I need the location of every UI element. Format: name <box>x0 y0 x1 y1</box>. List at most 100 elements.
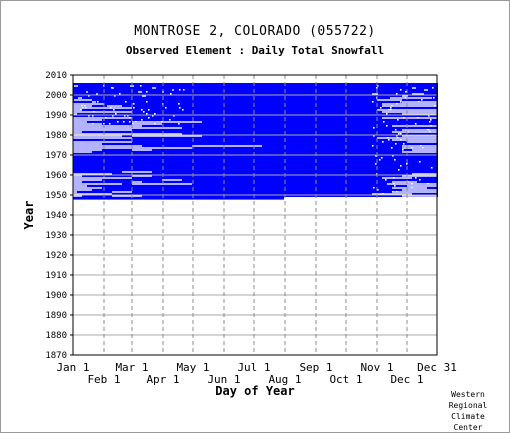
missing-segment <box>372 93 378 95</box>
missing-day <box>392 191 394 193</box>
missing-day <box>379 159 381 161</box>
missing-day <box>422 147 424 149</box>
missing-day <box>372 145 374 147</box>
missing-segment <box>73 117 132 119</box>
missing-day <box>398 133 400 135</box>
missing-day <box>135 121 137 123</box>
missing-day <box>406 163 408 165</box>
missing-segment <box>73 133 182 135</box>
missing-day <box>375 163 377 165</box>
missing-day <box>428 129 430 131</box>
missing-day <box>112 115 114 117</box>
missing-segment <box>390 97 432 99</box>
missing-day <box>113 109 115 111</box>
missing-day <box>394 159 396 161</box>
missing-day <box>82 107 84 109</box>
missing-segment <box>73 113 77 115</box>
missing-day <box>427 129 429 131</box>
missing-day <box>396 93 398 95</box>
missing-segment <box>402 129 437 131</box>
missing-day <box>390 109 392 111</box>
credit-block: Western Regional Climate Center <box>438 389 498 433</box>
missing-day <box>141 119 143 121</box>
missing-segment <box>74 99 92 101</box>
x-tick-label: Dec 1 <box>390 373 423 386</box>
missing-segment <box>73 131 82 133</box>
missing-segment <box>412 149 437 151</box>
missing-day <box>377 85 379 87</box>
missing-day <box>372 101 374 103</box>
missing-day <box>124 115 126 117</box>
x-tick-label: Sep 1 <box>299 361 332 374</box>
missing-segment <box>73 179 102 181</box>
missing-segment <box>73 149 102 151</box>
missing-day <box>430 119 432 121</box>
missing-day <box>183 89 185 91</box>
missing-segment <box>402 189 437 191</box>
missing-day <box>92 123 94 125</box>
missing-segment <box>382 103 437 105</box>
x-tick-label: Aug 1 <box>268 373 301 386</box>
missing-segment <box>73 141 132 143</box>
missing-day <box>373 127 375 129</box>
missing-day <box>381 157 383 159</box>
missing-segment <box>407 141 437 143</box>
missing-segment <box>73 151 92 153</box>
missing-day <box>380 107 382 109</box>
missing-segment <box>73 109 82 111</box>
y-tick-label: 1880 <box>45 331 67 341</box>
missing-segment <box>132 181 142 183</box>
missing-day <box>88 95 90 97</box>
missing-segment <box>73 121 87 123</box>
y-axis-label: Year <box>22 201 36 230</box>
missing-day <box>161 121 163 123</box>
x-tick-label: Mar 1 <box>115 361 148 374</box>
missing-day <box>173 115 175 117</box>
missing-segment <box>73 143 102 145</box>
missing-segment <box>412 173 437 175</box>
missing-segment <box>73 107 132 109</box>
missing-day <box>397 119 399 121</box>
missing-day <box>397 137 399 139</box>
missing-day <box>178 103 180 105</box>
missing-day <box>429 131 431 133</box>
missing-segment <box>107 105 122 107</box>
missing-day <box>400 133 402 135</box>
missing-day <box>92 115 94 117</box>
missing-segment <box>407 185 437 187</box>
missing-segment <box>402 195 437 197</box>
y-tick-label: 1970 <box>45 151 67 161</box>
x-tick-label: Jan 1 <box>56 361 89 374</box>
missing-day <box>407 131 409 133</box>
gridlines <box>73 75 437 355</box>
missing-day <box>154 123 156 125</box>
missing-day <box>148 117 150 119</box>
y-tick-label: 2000 <box>45 91 67 101</box>
missing-segment <box>73 195 82 197</box>
x-tick-label: Oct 1 <box>329 373 362 386</box>
missing-day <box>383 121 385 123</box>
missing-segment <box>412 87 416 89</box>
chart-title: MONTROSE 2, COLORADO (055722) <box>134 24 376 39</box>
missing-day <box>419 161 421 163</box>
x-tick-label: Dec 31 <box>417 361 457 374</box>
x-axis-label: Day of Year <box>215 384 294 398</box>
missing-day <box>411 147 413 149</box>
missing-day <box>377 189 379 191</box>
y-tick-label: 1920 <box>45 251 67 261</box>
missing-day <box>375 155 377 157</box>
data-layer <box>73 83 438 200</box>
missing-day <box>417 117 419 119</box>
x-tick-label: Jul 1 <box>237 361 270 374</box>
missing-day <box>411 183 413 185</box>
missing-day <box>179 107 181 109</box>
missing-day <box>114 95 116 97</box>
data-coverage-block <box>73 197 284 200</box>
missing-segment <box>412 93 424 95</box>
missing-day <box>85 107 87 109</box>
missing-day <box>432 87 434 89</box>
chart-subtitle: Observed Element : Daily Total Snowfall <box>125 44 385 57</box>
missing-segment <box>402 95 408 97</box>
missing-day <box>396 135 398 137</box>
